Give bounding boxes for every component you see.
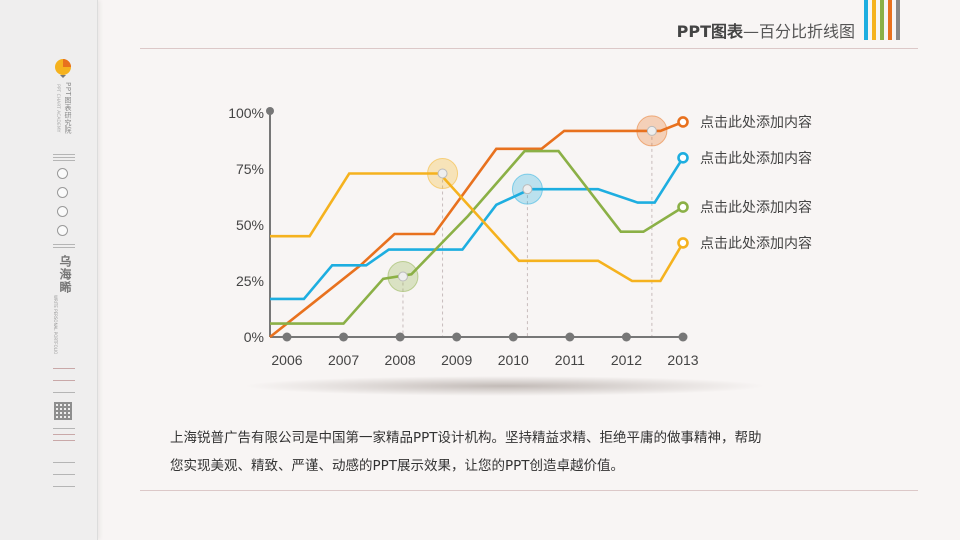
series-end-marker <box>677 116 689 128</box>
x-tick-label: 2012 <box>611 352 642 368</box>
y-tick-label: 0% <box>244 329 264 345</box>
series-line <box>270 149 684 325</box>
pie-logo-icon <box>55 59 71 78</box>
legend-label: 点击此处添加内容 <box>700 150 812 167</box>
accent-bar <box>872 0 876 40</box>
divider <box>53 428 75 429</box>
series-end-marker <box>677 152 689 164</box>
y-axis-cap <box>266 107 274 115</box>
description-text: 上海锐普广告有限公司是中国第一家精品PPT设计机构。坚持精益求精、拒绝平庸的做事… <box>170 424 900 480</box>
legend-label: 点击此处添加内容 <box>700 114 812 131</box>
x-tick-label: 2008 <box>385 352 416 368</box>
x-tick-label: 2010 <box>498 352 529 368</box>
series-end-marker <box>677 237 689 249</box>
highlight-dot <box>437 168 448 179</box>
divider <box>53 440 75 441</box>
nav-dot[interactable] <box>57 187 68 198</box>
sidebar-vertical-subtitle: PPT CHART ACADEMY <box>55 84 60 133</box>
series-line <box>270 157 685 301</box>
page-title-bold: PPT图表 <box>676 22 743 41</box>
description-line-1: 上海锐普广告有限公司是中国第一家精品PPT设计机构。坚持精益求精、拒绝平庸的做事… <box>170 430 762 446</box>
series-end-marker <box>677 201 689 213</box>
qr-code-icon <box>54 402 72 420</box>
x-tick-label: 2006 <box>271 352 302 368</box>
x-tick-label: 2011 <box>555 352 585 368</box>
legend-label: 点击此处添加内容 <box>700 235 812 252</box>
divider <box>53 474 75 475</box>
accent-bars <box>864 0 900 40</box>
sidebar: PPT图表研究院 PPT CHART ACADEMY 乌海睎 WRITE PER… <box>0 0 98 540</box>
description-line-2: 您实现美观、精致、严谨、动感的PPT展示效果，让您的PPT创造卓越价值。 <box>170 458 625 474</box>
page-title-rest: —百分比折线图 <box>742 22 855 41</box>
x-tick-marker <box>621 332 631 342</box>
x-tick-marker <box>565 332 575 342</box>
divider <box>53 244 75 245</box>
author-name: 乌海睎 <box>58 255 72 294</box>
x-tick-marker <box>339 332 349 342</box>
divider <box>53 154 75 155</box>
divider <box>53 380 75 381</box>
legend-label: 点击此处添加内容 <box>700 199 812 216</box>
nav-dot[interactable] <box>57 168 68 179</box>
sidebar-vertical-title: PPT图表研究院 <box>64 82 72 134</box>
divider <box>53 392 75 393</box>
nav-dot[interactable] <box>57 225 68 236</box>
chart-shadow <box>245 376 765 396</box>
frame-top-line <box>140 48 918 49</box>
accent-bar <box>880 0 884 40</box>
series-line <box>269 120 684 339</box>
y-tick-label: 50% <box>236 217 264 233</box>
highlight-dot <box>646 125 657 136</box>
nav-dot[interactable] <box>57 206 68 217</box>
accent-bar <box>896 0 900 40</box>
x-tick-label: 2009 <box>441 352 472 368</box>
divider <box>53 434 75 435</box>
divider <box>53 462 75 463</box>
divider <box>53 247 75 248</box>
divider <box>53 157 75 158</box>
divider <box>53 368 75 369</box>
x-tick-marker <box>678 332 688 342</box>
accent-bar <box>888 0 892 40</box>
x-tick-marker <box>282 332 292 342</box>
y-tick-label: 75% <box>236 161 264 177</box>
divider <box>53 486 75 487</box>
y-tick-label: 100% <box>228 105 264 121</box>
x-tick-label: 2013 <box>667 352 698 368</box>
x-tick-marker <box>395 332 405 342</box>
divider <box>53 160 75 161</box>
highlight-dot <box>522 184 533 195</box>
author-subtitle: WRITE PERSONAL PORTFOLIO <box>53 295 58 355</box>
y-tick-label: 25% <box>236 273 264 289</box>
accent-bar <box>864 0 868 40</box>
frame-bottom-line <box>140 490 918 491</box>
x-tick-label: 2007 <box>328 352 359 368</box>
x-tick-marker <box>452 332 462 342</box>
highlight-dot <box>397 271 408 282</box>
page-title: PPT图表—百分比折线图 <box>677 18 855 42</box>
x-tick-marker <box>508 332 518 342</box>
series-line <box>270 172 685 283</box>
